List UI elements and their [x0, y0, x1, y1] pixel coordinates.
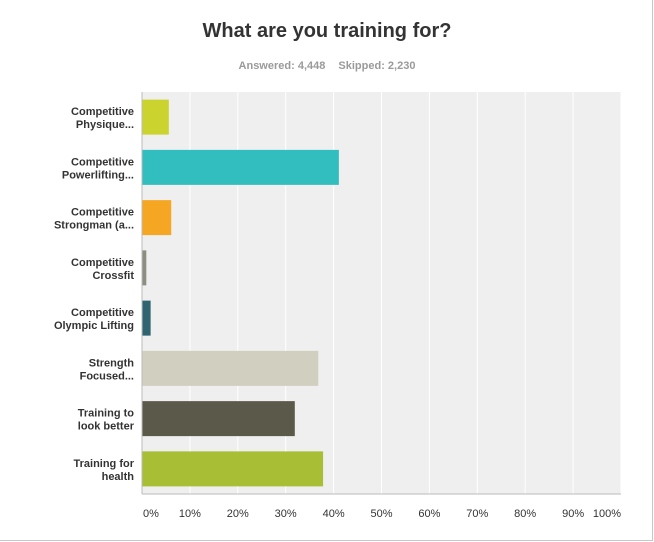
category-label-line: Training for	[74, 458, 135, 470]
category-label-line: Powerlifting...	[62, 169, 134, 181]
category-label: Competitive Strongman (a...	[54, 207, 134, 232]
category-label-line: health	[102, 471, 135, 483]
category-label-line: Competitive	[71, 257, 134, 269]
category-label: Competitive Crossfit	[71, 257, 134, 282]
answered-count: Answered: 4,448	[238, 60, 326, 72]
bar	[142, 401, 295, 437]
category-label-line: Crossfit	[92, 270, 134, 282]
category-label: Strength Focused...	[80, 357, 135, 382]
chart-title: What are you training for?	[202, 20, 452, 42]
x-tick-label: 0%	[143, 508, 159, 520]
category-label-line: Competitive	[71, 106, 134, 118]
bar	[142, 300, 151, 336]
x-tick-label: 50%	[370, 508, 392, 520]
category-label: Competitive Olympic Lifting	[54, 307, 134, 332]
category-label-line: Strength	[89, 357, 135, 369]
bar	[142, 99, 169, 135]
bar	[142, 451, 324, 487]
x-tick-label: 20%	[227, 508, 249, 520]
category-label-line: Strongman (a...	[54, 220, 134, 232]
category-label-line: look better	[78, 421, 135, 433]
category-label: Competitive Powerlifting...	[62, 156, 134, 181]
category-label: Training to look better	[78, 408, 135, 433]
x-tick-label: 80%	[514, 508, 536, 520]
bar	[142, 149, 339, 185]
x-tick-label: 100%	[593, 508, 621, 520]
bar	[142, 200, 172, 236]
category-label-line: Olympic Lifting	[54, 320, 134, 332]
x-tick-label: 60%	[418, 508, 440, 520]
category-label-line: Competitive	[71, 307, 134, 319]
bar	[142, 350, 319, 386]
x-tick-label: 10%	[179, 508, 201, 520]
x-tick-label: 90%	[562, 508, 584, 520]
category-label: Competitive Physique...	[71, 106, 134, 131]
x-tick-label: 30%	[275, 508, 297, 520]
category-label: Training for health	[74, 458, 135, 483]
x-tick-label: 70%	[466, 508, 488, 520]
category-label-line: Competitive	[71, 207, 134, 219]
category-label-line: Physique...	[76, 119, 134, 131]
bar	[142, 250, 147, 286]
response-stats: Answered: 4,448 Skipped: 2,230	[0, 60, 654, 72]
category-label-line: Focused...	[80, 370, 134, 382]
category-label-line: Training to	[78, 408, 135, 420]
skipped-count: Skipped: 2,230	[338, 60, 416, 72]
x-tick-label: 40%	[323, 508, 345, 520]
category-label-line: Competitive	[71, 156, 134, 168]
